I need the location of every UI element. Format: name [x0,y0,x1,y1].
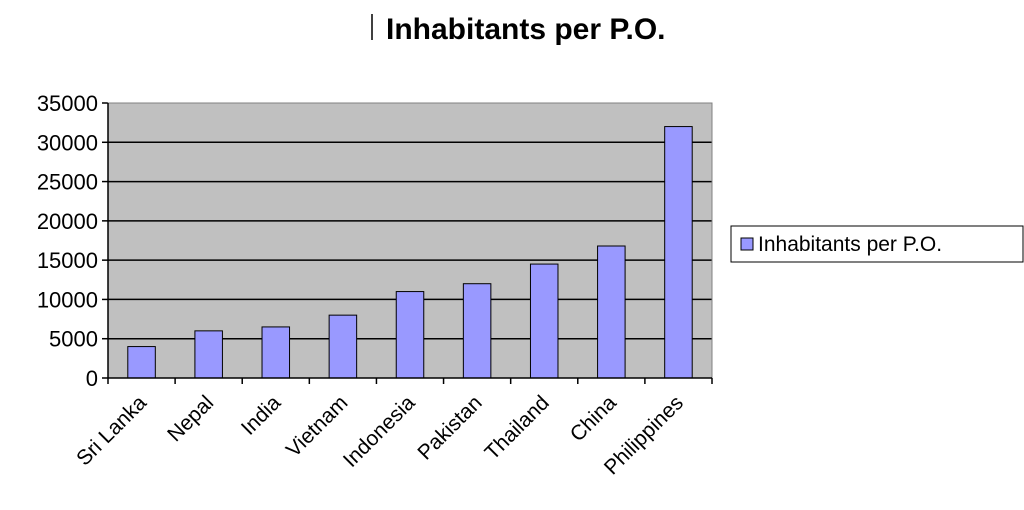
bar-vietnam [328,314,358,379]
bar-pakistan [462,283,492,379]
bar-indonesia [395,291,425,379]
y-tick-label: 0 [86,366,98,391]
legend-swatch [740,237,754,251]
y-tick-label: 10000 [37,287,98,312]
y-tick-label: 35000 [37,91,98,116]
bar-philippines [664,126,693,379]
y-tick-label: 20000 [37,209,98,234]
y-tick-label: 30000 [37,130,98,155]
x-tick-label: Thailand [481,391,554,464]
x-tick-label: India [237,391,286,440]
x-tick-label: China [566,391,621,446]
bar-india [261,326,291,379]
x-tick-label: Sri Lanka [72,391,151,470]
legend: Inhabitants per P.O. [730,225,1024,263]
x-tick-labels: Sri Lanka Nepal IndiaVietnamIndonesiaPakis… [72,391,688,479]
y-tick-labels: 0 5000 10000 15000 20000 25000 30000 35000 [37,91,98,391]
y-tick-label: 15000 [37,248,98,273]
x-tick-label: Nepal [163,391,218,446]
axes [102,102,713,384]
x-tick-label: Indonesia [339,391,420,472]
legend-label: Inhabitants per P.O. [758,233,942,256]
x-tick-label: Vietnam [282,391,352,461]
bar-china [597,245,626,379]
bar-thailand [529,263,559,379]
chart-title: Inhabitants per P.O. [386,13,666,46]
y-tick-label: 25000 [37,170,98,195]
legend-box [730,225,1024,263]
bar-nepal [194,330,223,379]
y-tick-label: 5000 [49,327,98,352]
x-tick-label: Pakistan [413,391,486,464]
bar-sri-lanka [127,346,156,379]
